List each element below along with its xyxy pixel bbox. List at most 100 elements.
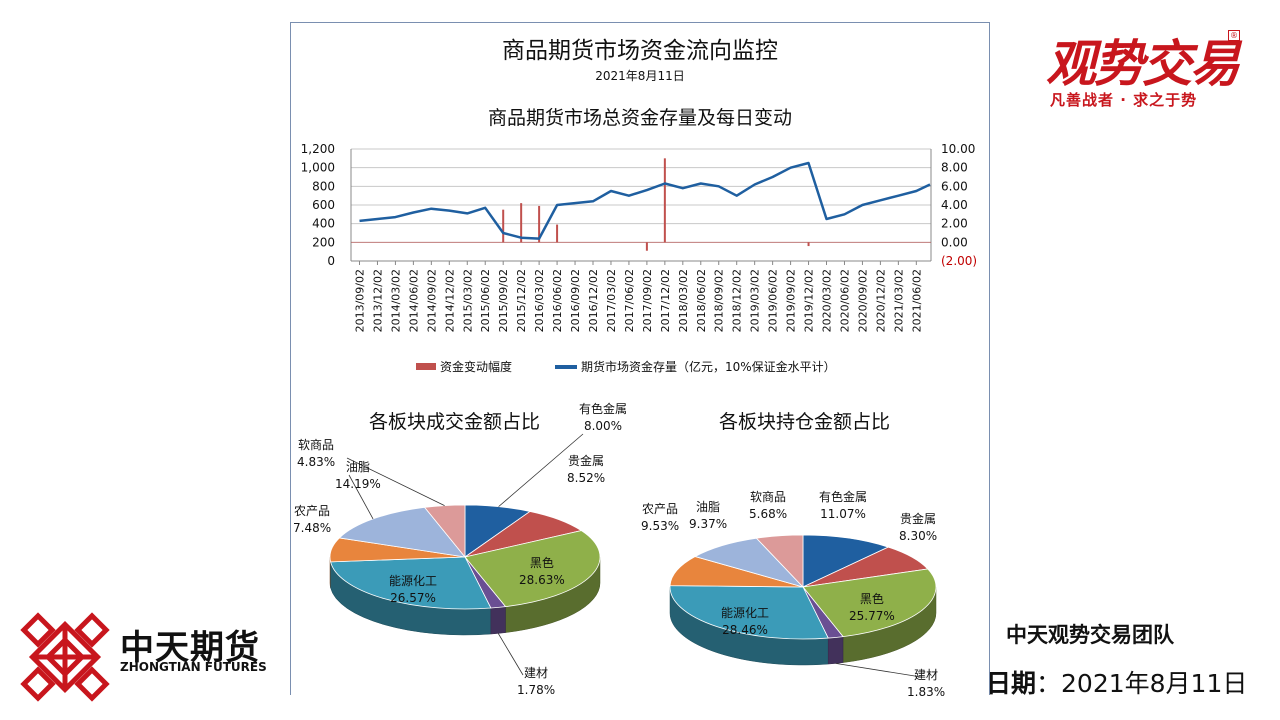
guanshi-logo: 观势交易 ® 凡善战者 · 求之于势: [1040, 22, 1250, 112]
x-tick-label: 2020/09/02: [856, 269, 869, 332]
pie-slice: [330, 556, 492, 610]
pie-label-name: 油脂: [345, 460, 370, 474]
x-tick-label: 2014/06/02: [407, 269, 420, 332]
fund-stock-series-line: [359, 161, 931, 240]
pie-label-value: 1.78%: [517, 683, 556, 697]
x-tick-label: 2015/12/02: [515, 269, 528, 332]
pie-label: 农产品 9.53%: [641, 501, 679, 535]
pie-leader-line: [498, 433, 584, 507]
x-tick-label: 2016/06/02: [551, 269, 564, 332]
pie-slice: [802, 568, 937, 638]
pie-label: 软商品 4.83%: [297, 437, 335, 471]
legend-label-stock: 期货市场资金存量（亿元，10%保证金水平计）: [581, 360, 836, 374]
pie-label: 贵金属 8.52%: [567, 453, 605, 487]
pie-slice: [802, 534, 890, 588]
pie-leader-line: [497, 633, 524, 676]
x-tick-label: 2017/06/02: [623, 269, 636, 332]
pie-label: 油脂 14.19%: [335, 459, 381, 493]
pie-label-name: 农产品: [294, 504, 331, 518]
pie-label: 农产品 7.48%: [293, 503, 331, 537]
team-name: 中天观势交易团队: [1006, 623, 1174, 647]
pie-label-value: 25.77%: [849, 609, 895, 623]
x-tick-label: 2019/12/02: [803, 269, 816, 332]
y-right-tick-label: (2.00): [941, 254, 977, 268]
pie-label-value: 9.53%: [641, 519, 680, 533]
footer-date-sep: ：: [1036, 669, 1062, 698]
x-tick-label: 2013/09/02: [353, 269, 366, 332]
x-tick-label: 2020/12/02: [874, 269, 887, 332]
x-tick-label: 2016/03/02: [533, 269, 546, 332]
x-tick-label: 2016/09/02: [569, 269, 582, 332]
footer-date: 日期：2021年8月11日: [986, 664, 1247, 700]
pie-label-name: 贵金属: [568, 454, 605, 468]
pie-label: 黑色 28.63%: [519, 555, 565, 589]
pie-left-title: 各板块成交金额占比: [369, 411, 541, 433]
pie-slice-side: [827, 636, 844, 665]
legend-item-change: 资金变动幅度: [416, 358, 512, 375]
zhongtian-name-cn: 中天期货: [120, 628, 260, 668]
zhongtian-logo: 中天期货 ZHONGTIAN FUTURES: [20, 612, 280, 702]
y-right-tick-label: 4.00: [941, 198, 968, 212]
x-tick-label: 2014/03/02: [389, 269, 402, 332]
y-right-tick-label: 6.00: [941, 179, 968, 193]
pie-label-value: 28.46%: [722, 623, 768, 637]
pie-chart-position: [669, 534, 937, 678]
pie-label-name: 黑色: [529, 556, 554, 570]
pie-label: 能源化工 26.57%: [389, 573, 437, 607]
y-left-tick-label: 800: [312, 179, 335, 193]
pie-label-name: 有色金属: [579, 402, 628, 416]
pie-slice: [755, 534, 804, 588]
pie-label: 能源化工 28.46%: [721, 605, 769, 639]
x-tick-label: 2018/09/02: [713, 269, 726, 332]
x-tick-label: 2017/03/02: [605, 269, 618, 332]
guanshi-logo-text: 观势交易: [1046, 34, 1240, 93]
pie-label-value: 8.00%: [583, 419, 623, 433]
y-left-tick-label: 200: [312, 235, 335, 249]
pie-label-value: 28.63%: [519, 573, 565, 587]
pie-label-value: 4.83%: [297, 455, 336, 469]
report-panel: 商品期货市场资金流向监控 2021年8月11日 商品期货市场总资金存量及每日变动…: [290, 22, 990, 699]
zhongtian-name-en: ZHONGTIAN FUTURES: [120, 660, 267, 674]
pie-label-name: 软商品: [750, 490, 787, 504]
pie-slice: [338, 506, 466, 558]
pie-label: 油脂 9.37%: [689, 499, 727, 533]
legend-label-change: 资金变动幅度: [440, 360, 513, 374]
pie-label-name: 建材: [914, 668, 939, 682]
pie-label-name: 能源化工: [389, 574, 438, 588]
y-left-tick-label: 1,200: [301, 142, 335, 156]
x-tick-label: 2013/12/02: [371, 269, 384, 332]
x-tick-label: 2021/03/02: [892, 269, 905, 332]
legend-swatch-line: [555, 364, 577, 369]
legend-item-stock: 期货市场资金存量（亿元，10%保证金水平计）: [555, 358, 836, 375]
guanshi-slogan: 凡善战者 · 求之于势: [1050, 91, 1198, 109]
change-bar: [645, 242, 648, 251]
footer-date-label: 日期: [986, 669, 1037, 698]
pie-label-value: 9.37%: [689, 517, 728, 531]
pie-label-value: 5.68%: [749, 507, 788, 521]
pie-label-value: 8.30%: [899, 529, 938, 543]
y-right-tick-label: 0.00: [941, 235, 968, 249]
y-right-tick-label: 10.00: [941, 142, 975, 156]
change-bar: [502, 209, 505, 243]
change-bar: [520, 203, 523, 243]
pie-chart-turnover: [329, 433, 601, 676]
pie-label-name: 油脂: [696, 500, 721, 514]
x-tick-label: 2019/09/02: [785, 269, 798, 332]
x-tick-label: 2018/03/02: [677, 269, 690, 332]
x-tick-label: 2018/12/02: [731, 269, 744, 332]
pie-label: 建材 1.78%: [517, 665, 555, 699]
x-tick-label: 2018/06/02: [695, 269, 708, 332]
pie-label-name: 能源化工: [721, 606, 770, 620]
pie-slice: [669, 585, 829, 640]
page-title: 商品期货市场资金流向监控: [502, 38, 778, 64]
pie-leader-line: [835, 663, 922, 678]
x-tick-label: 2017/12/02: [659, 269, 672, 332]
report-date: 2021年8月11日: [595, 69, 685, 83]
pie-label: 软商品 5.68%: [749, 489, 787, 523]
pie-slice: [464, 530, 601, 608]
pie-label-value: 14.19%: [335, 477, 381, 491]
change-bar: [663, 158, 666, 243]
x-tick-label: 2020/06/02: [838, 269, 851, 332]
pie-label: 建材 1.83%: [907, 667, 945, 701]
pie-label-name: 黑色: [859, 592, 884, 606]
